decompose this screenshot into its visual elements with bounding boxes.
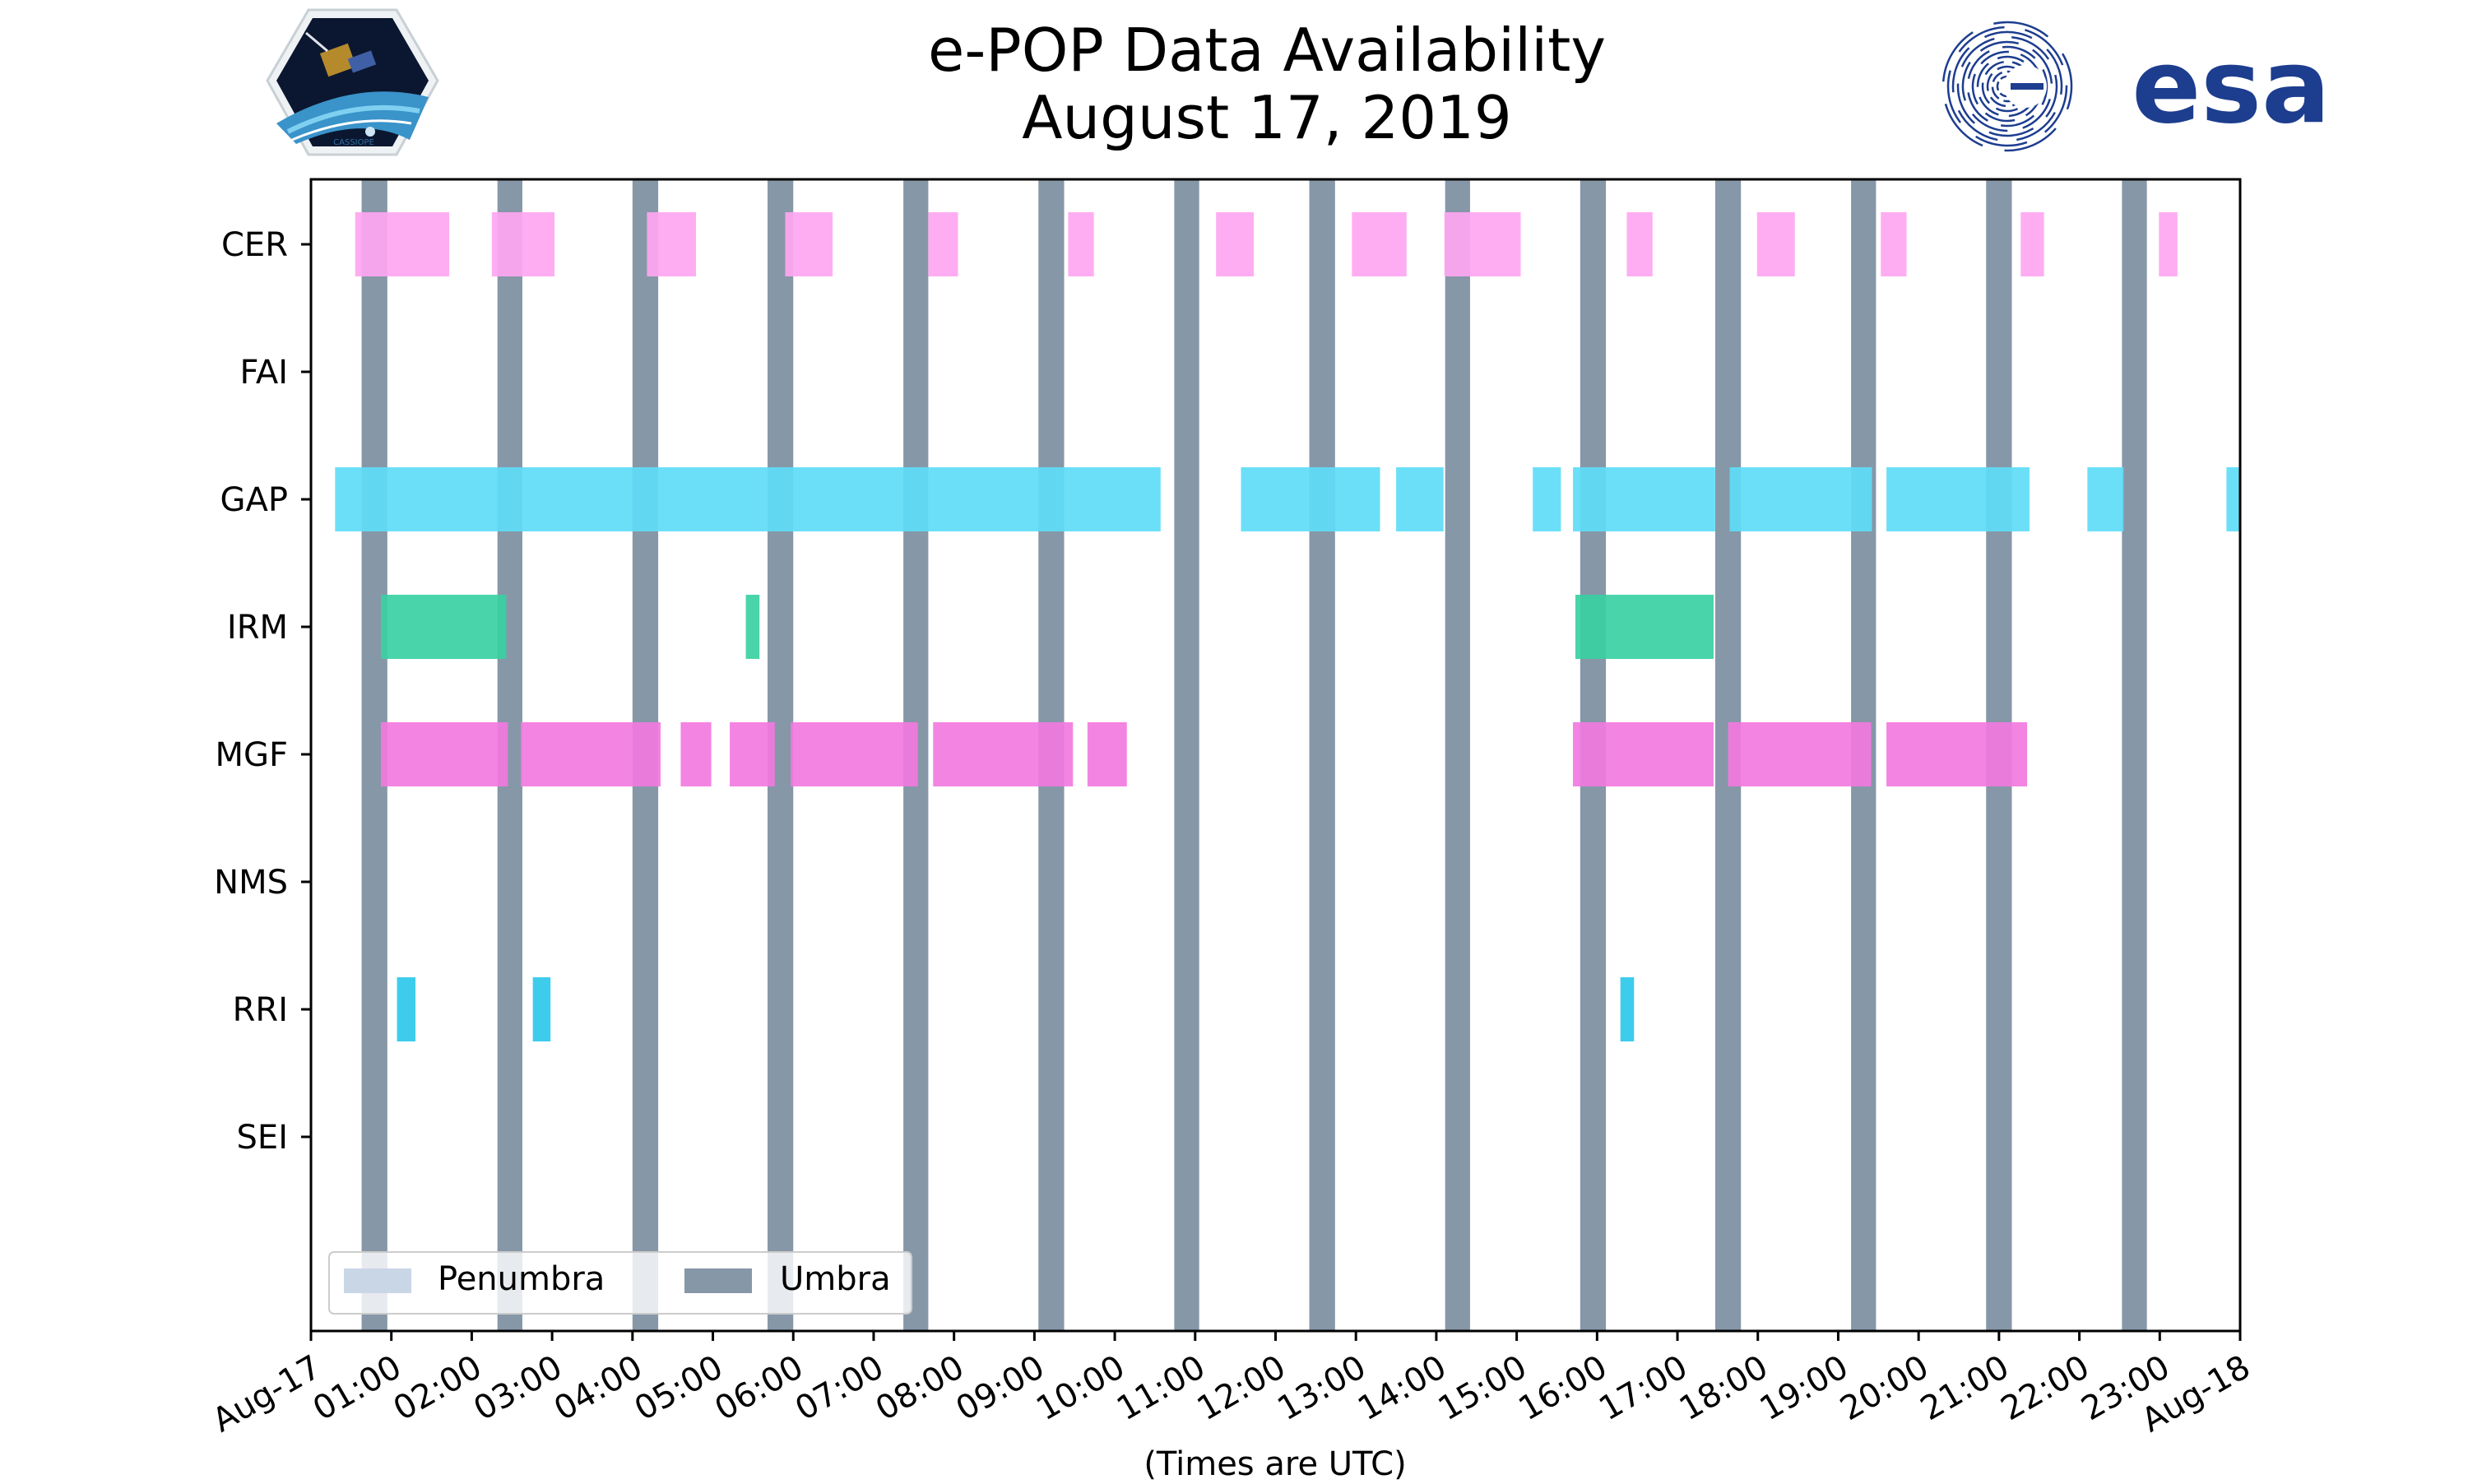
- mgf-bar-5: [933, 722, 1074, 786]
- x-tick-label-11: 11:00: [1111, 1348, 1212, 1428]
- cer-bar-9: [1626, 212, 1653, 276]
- gap-bar-3: [1533, 467, 1561, 531]
- rri-bar-0: [397, 977, 416, 1041]
- legend-umbra-swatch: [684, 1268, 752, 1293]
- x-tick-label-12: 12:00: [1191, 1348, 1292, 1428]
- cer-bar-1: [491, 212, 555, 276]
- legend-box: [328, 1251, 912, 1315]
- x-tick-label-10: 10:00: [1030, 1348, 1131, 1428]
- esa-logo: esa: [1941, 21, 2331, 152]
- x-tick-label-8: 08:00: [870, 1348, 971, 1428]
- umbra-band-8: [1445, 179, 1470, 1331]
- x-tick-label-21: 21:00: [1914, 1348, 2016, 1428]
- cer-bar-5: [1068, 212, 1094, 276]
- x-tick-label-17: 17:00: [1593, 1348, 1694, 1428]
- cer-bar-2: [647, 212, 697, 276]
- gap-bar-7: [2087, 467, 2124, 531]
- rri-bar-1: [532, 977, 551, 1041]
- y-tick-label-sei: SEI: [237, 1119, 288, 1157]
- cer-bar-6: [1216, 212, 1255, 276]
- irm-bar-2: [1575, 595, 1714, 659]
- x-tick-label-16: 16:00: [1512, 1348, 1613, 1428]
- mgf-bar-2: [680, 722, 712, 786]
- x-tick-label-4: 04:00: [548, 1348, 649, 1428]
- cassiope-logo-text: CASSIOPE: [333, 138, 374, 147]
- cer-bar-4: [928, 212, 958, 276]
- x-tick-label-2: 02:00: [387, 1348, 489, 1428]
- gap-bar-1: [1241, 467, 1380, 531]
- x-tick-label-3: 03:00: [467, 1348, 568, 1428]
- gap-bar-0: [335, 467, 1161, 531]
- gap-bar-8: [2226, 467, 2240, 531]
- x-tick-label-7: 07:00: [789, 1348, 890, 1428]
- y-tick-label-irm: IRM: [227, 609, 288, 647]
- mgf-bar-6: [1087, 722, 1127, 786]
- y-axis: CER FAI GAP IRM MGF NMS RRI SEI: [214, 226, 311, 1157]
- legend-penumbra-swatch: [344, 1268, 411, 1293]
- esa-logo-text: esa: [2132, 28, 2331, 146]
- mgf-bar-9: [1886, 722, 2028, 786]
- rri-bar-2: [1620, 977, 1635, 1041]
- cer-bar-8: [1444, 212, 1521, 276]
- x-tick-label-5: 05:00: [629, 1348, 730, 1428]
- x-tick-label-14: 14:00: [1352, 1348, 1453, 1428]
- legend-penumbra-label: Penumbra: [438, 1260, 605, 1298]
- x-tick-label-13: 13:00: [1271, 1348, 1372, 1428]
- x-tick-label-6: 06:00: [708, 1348, 810, 1428]
- y-tick-label-rri: RRI: [233, 991, 288, 1029]
- cer-bar-10: [1756, 212, 1795, 276]
- x-tick-label-15: 15:00: [1432, 1348, 1533, 1428]
- cer-bar-7: [1352, 212, 1407, 276]
- y-tick-label-nms: NMS: [214, 864, 288, 902]
- x-tick-label-9: 09:00: [950, 1348, 1051, 1428]
- esa-swirl-icon: [1941, 21, 2073, 152]
- cer-bar-3: [785, 212, 833, 276]
- mgf-bar-0: [381, 722, 508, 786]
- irm-bar-0: [381, 595, 507, 659]
- availability-bars: [335, 212, 2240, 1041]
- mgf-bar-7: [1573, 722, 1714, 786]
- y-tick-label-fai: FAI: [240, 354, 289, 392]
- chart-title-line1: e-POP Data Availability: [928, 16, 1606, 85]
- legend-umbra-label: Umbra: [780, 1260, 891, 1298]
- irm-bar-1: [745, 595, 760, 659]
- mgf-bar-4: [791, 722, 918, 786]
- x-tick-label-18: 18:00: [1673, 1348, 1774, 1428]
- cer-bar-11: [1881, 212, 1907, 276]
- y-tick-label-mgf: MGF: [215, 736, 288, 774]
- cassiope-mission-logo: CASSIOPE: [266, 8, 439, 156]
- x-tick-label-20: 20:00: [1834, 1348, 1935, 1428]
- chart-title-line2: August 17, 2019: [1022, 83, 1511, 152]
- mgf-bar-3: [730, 722, 775, 786]
- y-tick-label-gap: GAP: [220, 481, 288, 519]
- umbra-band-7: [1309, 179, 1335, 1331]
- x-axis: Aug-1701:0002:0003:0004:0005:0006:0007:0…: [206, 1331, 2257, 1440]
- legend: Penumbra Umbra: [328, 1251, 912, 1315]
- x-tick-label-22: 22:00: [1995, 1348, 2096, 1428]
- x-tick-label-19: 19:00: [1754, 1348, 1855, 1428]
- mgf-bar-8: [1728, 722, 1872, 786]
- umbra-band-6: [1174, 179, 1199, 1331]
- gap-bar-5: [1729, 467, 1872, 531]
- umbra-bands: [361, 179, 2147, 1331]
- x-tick-label-1: 01:00: [307, 1348, 408, 1428]
- y-tick-label-cer: CER: [221, 226, 288, 264]
- cer-bar-12: [2020, 212, 2044, 276]
- cer-bar-13: [2159, 212, 2178, 276]
- gap-bar-4: [1573, 467, 1715, 531]
- gap-bar-6: [1886, 467, 2030, 531]
- gap-bar-2: [1396, 467, 1444, 531]
- x-axis-label: (Times are UTC): [1144, 1445, 1406, 1481]
- umbra-band-13: [2122, 179, 2147, 1331]
- cer-bar-0: [355, 212, 450, 276]
- mgf-bar-1: [521, 722, 661, 786]
